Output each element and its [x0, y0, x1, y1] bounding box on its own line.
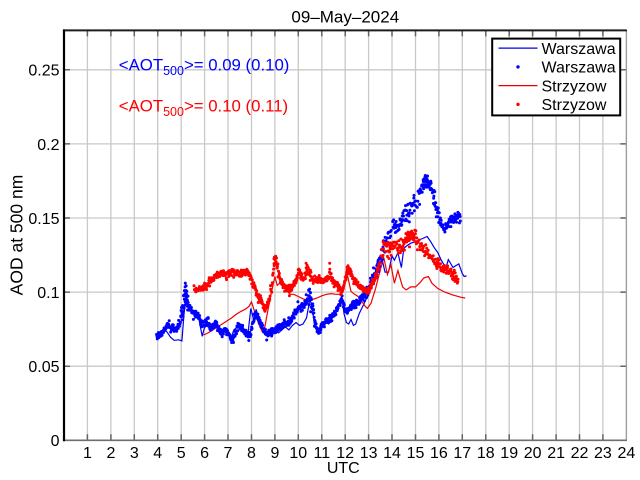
svg-text:18: 18: [477, 445, 495, 462]
svg-text:6: 6: [200, 445, 209, 462]
svg-text:20: 20: [524, 445, 542, 462]
svg-text:5: 5: [177, 445, 186, 462]
svg-text:0.1: 0.1: [37, 285, 59, 302]
svg-text:09–May–2024: 09–May–2024: [291, 7, 399, 26]
svg-text:13: 13: [360, 445, 378, 462]
svg-text:<AOT500>= 0.10 (0.11): <AOT500>= 0.10 (0.11): [119, 96, 288, 119]
svg-text:16: 16: [430, 445, 448, 462]
svg-text:11: 11: [313, 445, 330, 462]
svg-text:14: 14: [383, 445, 401, 462]
svg-text:0: 0: [51, 433, 60, 450]
svg-text:19: 19: [500, 445, 518, 462]
svg-text:Strzyzow: Strzyzow: [542, 97, 607, 114]
svg-text:0.05: 0.05: [28, 359, 59, 376]
svg-text:24: 24: [618, 445, 636, 462]
svg-text:0.25: 0.25: [28, 63, 59, 80]
svg-text:0.2: 0.2: [37, 137, 59, 154]
svg-text:22: 22: [571, 445, 589, 462]
svg-text:UTC: UTC: [327, 460, 360, 477]
svg-text:9: 9: [270, 445, 279, 462]
svg-text:15: 15: [407, 445, 425, 462]
svg-text:AOD at 500 nm: AOD at 500 nm: [7, 175, 27, 296]
svg-text:21: 21: [547, 445, 565, 462]
svg-text:10: 10: [289, 445, 307, 462]
svg-text:Warszawa: Warszawa: [542, 41, 616, 58]
svg-text:12: 12: [336, 445, 354, 462]
svg-text:7: 7: [224, 445, 233, 462]
svg-text:3: 3: [130, 445, 139, 462]
svg-text:17: 17: [453, 445, 471, 462]
svg-text:Strzyzow: Strzyzow: [542, 78, 607, 95]
svg-text:2: 2: [106, 445, 115, 462]
svg-text:8: 8: [247, 445, 256, 462]
svg-text:Warszawa: Warszawa: [542, 60, 616, 77]
svg-text:23: 23: [594, 445, 612, 462]
svg-text:0.15: 0.15: [28, 211, 59, 228]
svg-text:<AOT500>= 0.09 (0.10): <AOT500>= 0.09 (0.10): [119, 55, 290, 78]
svg-text:4: 4: [153, 445, 162, 462]
svg-text:1: 1: [83, 445, 92, 462]
